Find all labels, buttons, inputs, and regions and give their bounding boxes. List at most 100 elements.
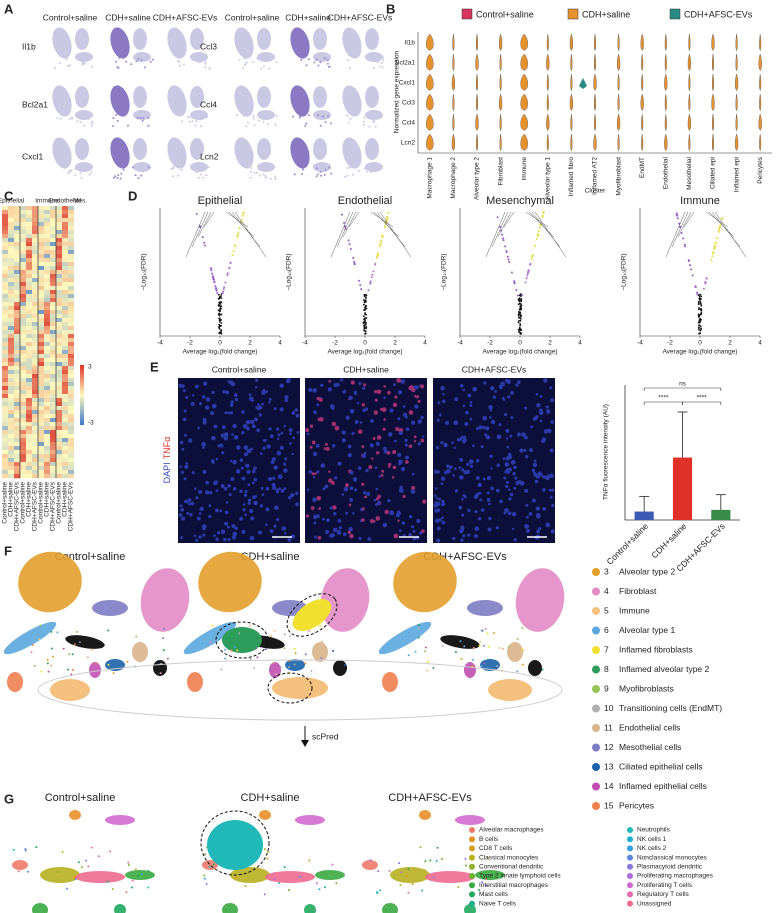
heat-cell <box>20 334 26 339</box>
heat-cell <box>14 402 20 407</box>
umap-dot <box>68 653 71 656</box>
heat-cell <box>50 250 56 255</box>
heat-cell <box>38 394 44 399</box>
heat-cell <box>14 254 20 259</box>
label-line <box>491 211 509 248</box>
heat-cell <box>32 418 38 423</box>
group-label: Mes. <box>73 198 87 205</box>
nucleus <box>217 444 221 448</box>
umap-dot <box>479 640 482 643</box>
heat-cell <box>38 322 44 327</box>
umap-blob <box>110 85 130 117</box>
heat-cell <box>14 438 20 443</box>
nucleus <box>486 475 492 481</box>
violin <box>593 33 597 51</box>
heat-cell <box>62 358 68 363</box>
umap-dot <box>135 60 138 63</box>
nucleus <box>410 489 416 494</box>
heat-cell <box>50 442 56 447</box>
heat-cell <box>38 426 44 431</box>
umap-dot <box>204 60 207 63</box>
nucleus <box>440 482 444 486</box>
heat-cell <box>38 374 44 379</box>
nucleus <box>525 503 529 507</box>
umap-dot <box>417 627 420 630</box>
umap-blob <box>190 138 204 160</box>
umap-dot <box>90 122 93 125</box>
nucleus <box>283 468 288 473</box>
heat-cell <box>62 262 68 267</box>
nucleus <box>383 396 386 400</box>
nucleus <box>310 506 315 510</box>
nucleus <box>239 516 244 521</box>
umap-dot <box>318 888 321 891</box>
heat-cell <box>2 206 8 211</box>
heat-cell <box>68 454 74 459</box>
nucleus <box>524 407 528 410</box>
nucleus <box>250 447 254 451</box>
point <box>380 240 383 243</box>
legend-dot <box>627 873 633 879</box>
heat-cell <box>68 250 74 255</box>
heat-cell <box>68 458 74 463</box>
heat-cell <box>38 422 44 427</box>
x-tick-label: -4 <box>302 340 308 347</box>
heat-cell <box>2 430 8 435</box>
heat-cell <box>8 450 14 455</box>
heat-cell <box>50 410 56 415</box>
heat-cell <box>14 342 20 347</box>
umap-dot <box>472 658 475 661</box>
nucleus <box>222 390 226 394</box>
nucleus <box>201 441 206 447</box>
point <box>697 324 700 327</box>
nucleus <box>244 452 249 457</box>
umap-dot <box>417 636 420 639</box>
umap-blob <box>290 85 310 117</box>
heat-cell <box>56 386 62 391</box>
violin <box>616 53 621 71</box>
point <box>507 258 510 261</box>
heat-cell <box>50 234 56 239</box>
heat-cell <box>44 454 50 459</box>
heat-cell <box>8 370 14 375</box>
heat-cell <box>2 342 8 347</box>
x-tick-label: 0 <box>218 340 222 347</box>
nucleus <box>467 533 471 537</box>
heat-cell <box>26 378 32 383</box>
umap-dot <box>372 121 375 124</box>
heat-cell <box>50 474 56 479</box>
nucleus <box>536 514 541 519</box>
nucleus <box>316 495 322 501</box>
point <box>364 330 367 333</box>
nucleus <box>251 481 255 485</box>
umap-dot <box>302 168 305 171</box>
nucleus <box>397 452 402 457</box>
umap-dot <box>112 176 115 179</box>
nucleus <box>220 529 226 535</box>
heat-cell <box>68 378 74 383</box>
umap-blob <box>290 137 310 169</box>
umap-dot <box>40 670 43 673</box>
point <box>697 316 700 318</box>
heat-cell <box>32 226 38 231</box>
umap-dot <box>112 124 115 127</box>
umap-dot <box>372 57 375 60</box>
heat-cell <box>8 310 14 315</box>
nucleus <box>318 397 323 402</box>
label-line <box>234 211 267 258</box>
point <box>237 231 240 234</box>
nucleus <box>287 495 292 500</box>
heat-cell <box>56 242 62 247</box>
point <box>365 317 368 319</box>
point <box>718 228 721 231</box>
heat-cell <box>8 262 14 267</box>
nucleus <box>474 526 480 532</box>
nucleus <box>258 530 263 535</box>
nucleus <box>535 506 541 511</box>
heat-cell <box>14 410 20 415</box>
nucleus <box>233 435 239 440</box>
umap-title: CDH+saline <box>241 551 300 563</box>
nucleus <box>364 451 367 455</box>
nucleus <box>466 462 470 466</box>
umap-dot <box>300 58 303 61</box>
